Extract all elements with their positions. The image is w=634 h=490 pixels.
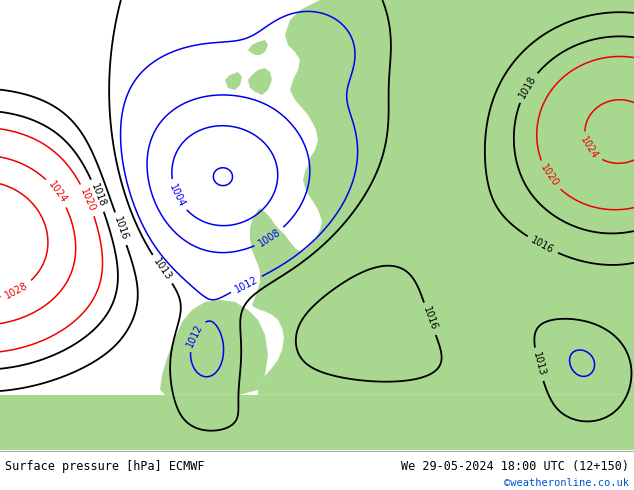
Text: 1018: 1018 (89, 182, 107, 209)
Text: 1020: 1020 (538, 163, 560, 189)
Polygon shape (250, 0, 634, 395)
Text: We 29-05-2024 18:00 UTC (12+150): We 29-05-2024 18:00 UTC (12+150) (401, 460, 629, 473)
Text: Surface pressure [hPa] ECMWF: Surface pressure [hPa] ECMWF (5, 460, 205, 473)
Polygon shape (160, 300, 268, 395)
Text: 1012: 1012 (233, 274, 259, 294)
Text: 1016: 1016 (112, 216, 129, 242)
Text: 1020: 1020 (79, 187, 97, 213)
Polygon shape (248, 40, 268, 55)
Text: ©weatheronline.co.uk: ©weatheronline.co.uk (504, 478, 629, 488)
Text: 1012: 1012 (185, 322, 205, 349)
Text: 1013: 1013 (531, 351, 547, 377)
Polygon shape (0, 395, 634, 450)
Text: 1024: 1024 (579, 135, 600, 161)
Text: 1013: 1013 (152, 256, 173, 282)
Polygon shape (248, 68, 272, 95)
Text: 1004: 1004 (167, 182, 187, 209)
Polygon shape (328, 140, 338, 165)
Polygon shape (443, 320, 458, 345)
Text: 1016: 1016 (529, 235, 555, 255)
Polygon shape (225, 72, 242, 90)
Polygon shape (338, 268, 362, 320)
Text: 1016: 1016 (421, 306, 439, 332)
Text: 1024: 1024 (46, 180, 68, 205)
Text: 1018: 1018 (517, 74, 538, 100)
Text: 1008: 1008 (257, 227, 283, 248)
Polygon shape (318, 0, 400, 125)
Text: 1028: 1028 (4, 280, 30, 300)
